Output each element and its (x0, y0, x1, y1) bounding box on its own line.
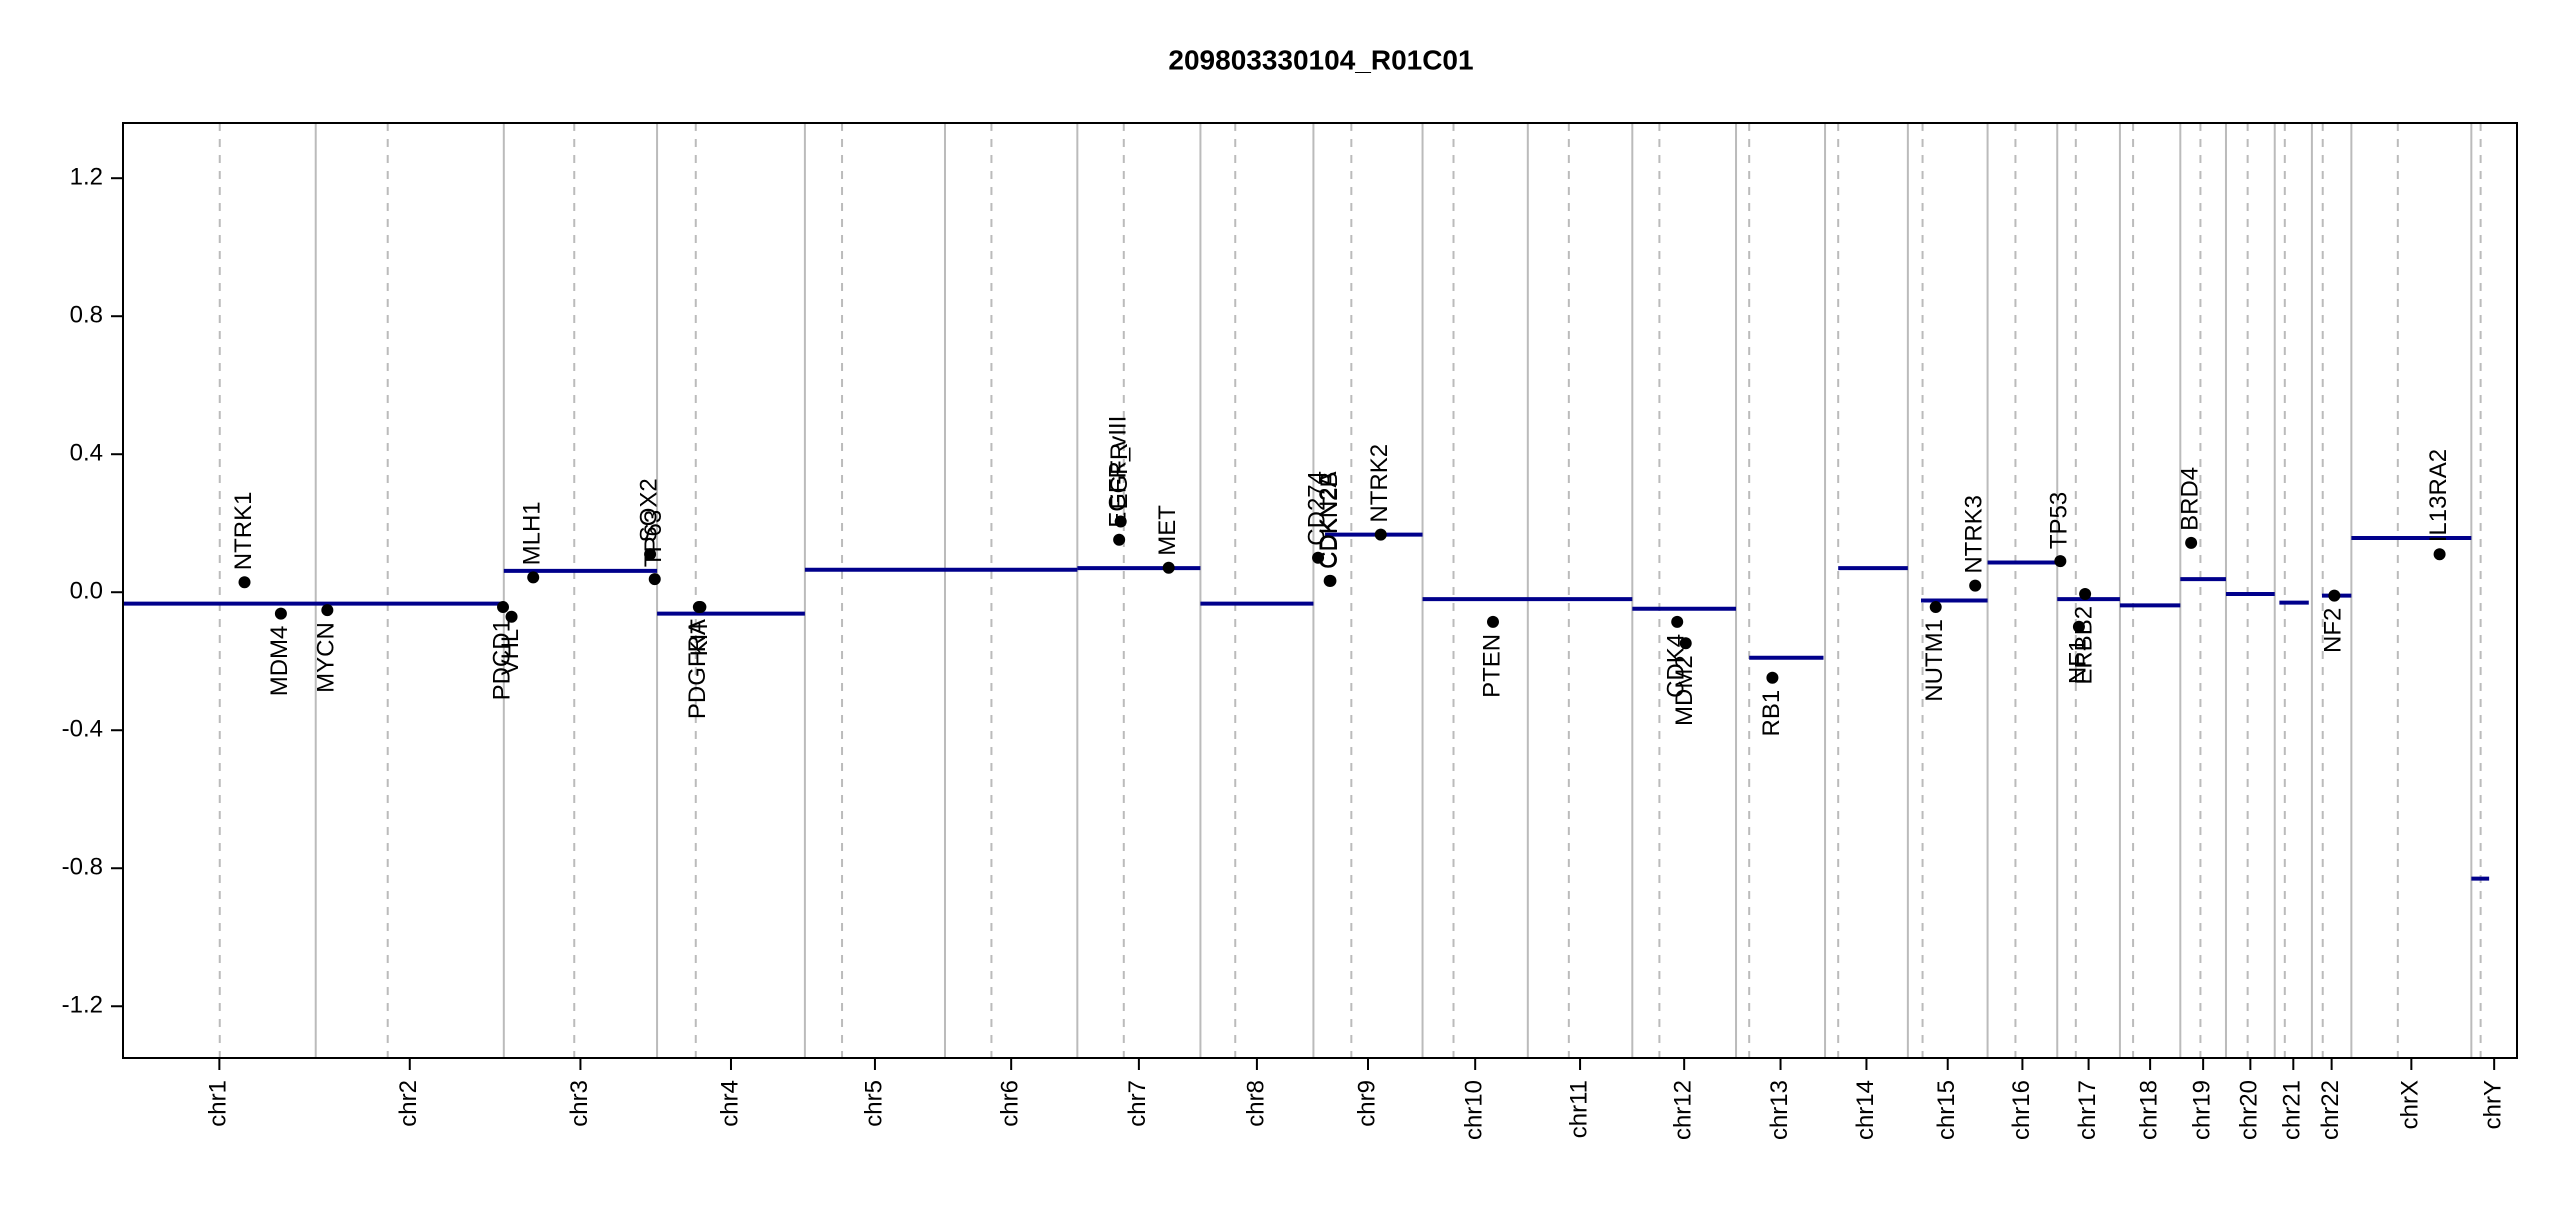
gene-label: TP53 (2046, 492, 2073, 549)
axis-layer: -1.2 -0.8 -0.4 0.0 0.4 0.8 1.2 chr1 chr2 chr3 chr4… (62, 164, 2507, 1141)
gene-label: NF1 (2064, 639, 2091, 684)
x-tick-label: chrY (2480, 1080, 2507, 1129)
gene-point (1679, 637, 1692, 650)
y-tick-label: -0.8 (62, 854, 103, 881)
x-tick-label: chr3 (566, 1080, 593, 1127)
x-tick-label: chr2 (395, 1080, 422, 1127)
gene-label: NTRK3 (1961, 495, 1988, 574)
gene-point (1374, 528, 1387, 541)
x-tick-label: chr6 (997, 1080, 1024, 1127)
x-tick-label: chr16 (2008, 1080, 2035, 1140)
gene-label: RB1 (1758, 690, 1785, 737)
gene-point (644, 548, 657, 561)
gene-point (1114, 515, 1127, 528)
gene-point (1969, 579, 1982, 592)
gene-point (497, 601, 510, 614)
y-tick-label: 1.2 (70, 164, 103, 191)
gene-point (1929, 601, 1942, 614)
gene-label: BRD4 (2176, 467, 2203, 531)
gene-point (1324, 574, 1337, 587)
gene-point (238, 576, 251, 589)
gene-point (1113, 533, 1126, 546)
x-tick-label: chr21 (2279, 1080, 2306, 1140)
gene-label: EGFR (1106, 443, 1133, 510)
x-tick-label: chr22 (2317, 1080, 2344, 1140)
gene-label: NUTM1 (1921, 619, 1948, 702)
plot-frame (122, 122, 2518, 1059)
gene-point (1162, 561, 1175, 574)
x-tick-label: chr15 (1933, 1080, 1960, 1140)
y-tick-label: -1.2 (62, 992, 103, 1019)
chart-title: 209803330104_R01C01 (1168, 44, 1473, 75)
x-tick-label: chr19 (2188, 1080, 2215, 1140)
gene-label: SOX2 (635, 478, 662, 542)
gene-point (274, 607, 287, 620)
gene-point (1671, 615, 1684, 628)
gene-label: KIT (686, 619, 713, 657)
x-tick-label: chr14 (1852, 1080, 1879, 1140)
gene-point (2079, 587, 2092, 600)
gene-point (694, 601, 707, 614)
x-tick-label: chr11 (1565, 1080, 1592, 1138)
gene-label: MLH1 (519, 501, 546, 565)
gene-point (321, 604, 334, 617)
gene-label: TP63 (640, 510, 667, 567)
gene-point (2433, 548, 2446, 561)
x-tick-label: chr12 (1670, 1080, 1697, 1140)
gene-point (648, 573, 661, 586)
gene-label: CD274 (1303, 471, 1330, 546)
gene-label: EGFR_vIII (1104, 416, 1131, 528)
gene-point (527, 571, 540, 584)
x-tick-label: chr17 (2074, 1080, 2101, 1140)
gene-point (2072, 620, 2085, 633)
gene-label: CDKN2A (1315, 471, 1342, 568)
y-tick-label: -0.4 (62, 716, 103, 743)
gene-label: MYCN (313, 622, 340, 693)
gene-point (2185, 536, 2198, 549)
gene-label: NTRK1 (230, 492, 257, 571)
gene-point (1766, 671, 1779, 684)
grid-layer (218, 123, 2482, 1058)
gene-label: MDM4 (266, 626, 293, 697)
y-tick-label: 0.0 (70, 578, 103, 605)
x-tick-label: chr1 (205, 1080, 232, 1127)
y-tick-label: 0.8 (70, 302, 103, 329)
x-tick-label: chrX (2397, 1080, 2424, 1129)
x-tick-label: chr4 (716, 1080, 743, 1127)
gene-label: IL13RA2 (2425, 449, 2452, 542)
gene-point (2054, 555, 2067, 568)
gene-label: VHL (497, 629, 524, 676)
gene-label: MDM2 (1671, 655, 1698, 726)
x-tick-label: chr7 (1124, 1080, 1151, 1127)
x-tick-label: chr9 (1353, 1080, 1380, 1127)
gene-label: ERBB2 (2070, 606, 2097, 685)
gene-label: NTRK2 (1366, 444, 1393, 523)
gene-point (505, 610, 518, 623)
gene-label: PDGFRA (684, 619, 711, 719)
gene-label: NF2 (2320, 608, 2347, 653)
x-tick-label: chr8 (1242, 1080, 1269, 1127)
gene-point (1486, 615, 1499, 628)
gene-label: MET (1154, 505, 1181, 556)
x-tick-label: chr18 (2135, 1080, 2162, 1140)
gene-point (2328, 589, 2341, 602)
x-tick-label: chr20 (2236, 1080, 2263, 1140)
gene-label: PTEN (1478, 634, 1505, 698)
gene-point (1312, 551, 1325, 564)
x-tick-label: chr10 (1461, 1080, 1488, 1140)
gene-label: PDCD1 (488, 619, 515, 700)
gene-label: CDKN2B (1316, 471, 1343, 568)
x-tick-label: chr5 (860, 1080, 887, 1127)
x-tick-label: chr13 (1766, 1080, 1793, 1140)
y-tick-label: 0.4 (70, 440, 103, 467)
